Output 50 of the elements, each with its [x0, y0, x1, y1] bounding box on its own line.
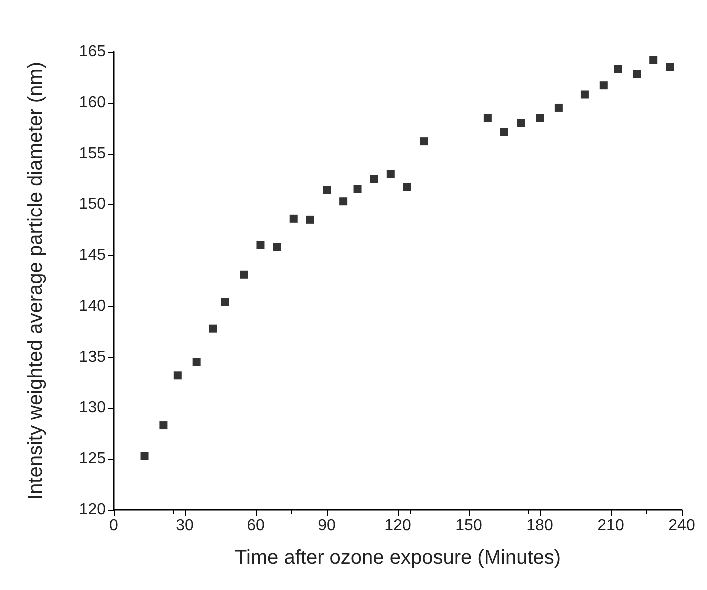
point	[386, 170, 395, 178]
y-tick-label: 150	[79, 196, 106, 214]
x-tick-label: 0	[110, 518, 119, 534]
point	[290, 214, 298, 223]
point	[403, 183, 412, 192]
point	[614, 65, 622, 74]
y-tick-label: 135	[79, 348, 106, 366]
y-axis-title: Intensity weighted average particle diameter (nm)	[25, 62, 47, 500]
x-tick-label: 180	[526, 518, 554, 534]
point	[256, 241, 265, 250]
point	[517, 119, 526, 128]
x-tick-label: 120	[384, 518, 412, 534]
y-tick-label: 160	[79, 94, 106, 112]
point	[140, 452, 149, 460]
y-tick-label: 155	[79, 145, 106, 162]
x-axis-title: Time after ozone exposure (Minutes)	[234, 547, 562, 569]
point	[650, 56, 658, 64]
point	[500, 128, 508, 136]
x-tick-label: 30	[176, 518, 194, 534]
y-tick-label: 140	[79, 298, 106, 315]
point	[633, 70, 642, 78]
point	[160, 422, 168, 430]
point	[273, 243, 282, 252]
point	[192, 358, 201, 366]
y-tick-label: 145	[79, 247, 106, 264]
x-tick-label: 60	[247, 518, 265, 534]
x-tick-label: 90	[318, 518, 336, 534]
point	[306, 216, 314, 224]
point	[209, 324, 218, 333]
point	[174, 372, 182, 380]
point	[354, 185, 362, 194]
point	[536, 114, 544, 122]
point	[221, 298, 230, 306]
x-tick-label: 150	[456, 518, 482, 534]
point	[554, 104, 563, 112]
x-tick-label: 240	[668, 518, 696, 534]
x-tick-label: 210	[598, 518, 624, 534]
point	[580, 90, 589, 99]
point	[600, 82, 608, 90]
y-tick-label: 125	[79, 450, 106, 468]
point	[340, 198, 348, 206]
point	[323, 186, 331, 194]
point	[240, 270, 248, 279]
point	[420, 138, 428, 146]
y-tick-label: 120	[79, 502, 106, 518]
y-tick-label: 130	[79, 400, 106, 417]
point	[666, 63, 674, 72]
point	[484, 114, 492, 122]
y-tick-label: 165	[79, 44, 106, 60]
point	[370, 175, 378, 184]
